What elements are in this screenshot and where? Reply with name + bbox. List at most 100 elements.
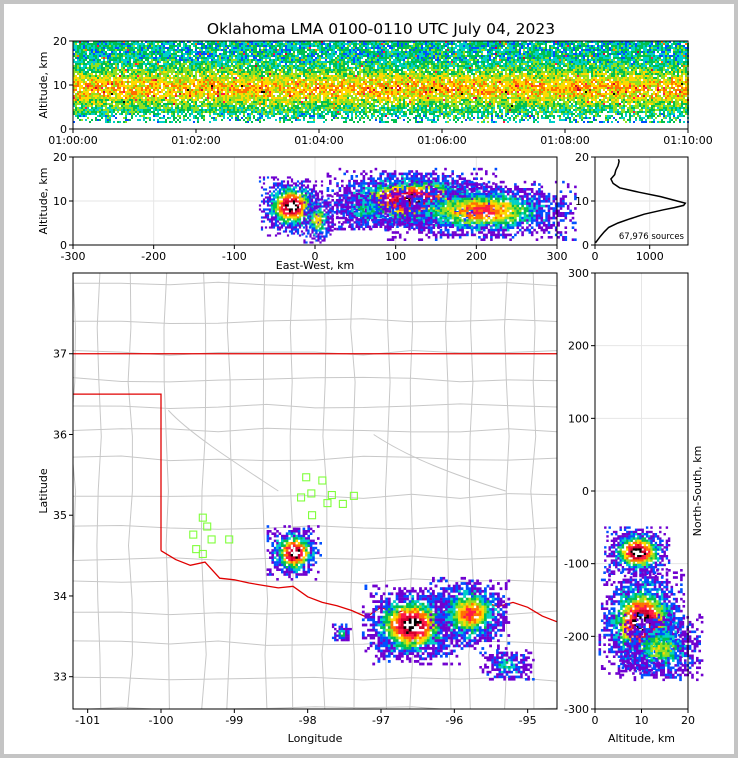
source-cell xyxy=(165,51,167,53)
source-cell xyxy=(273,103,275,105)
source-cell xyxy=(257,87,259,89)
source-cell xyxy=(333,95,335,97)
source-cell xyxy=(279,113,281,115)
source-cell xyxy=(105,87,107,89)
source-cell xyxy=(123,81,125,83)
source-cell xyxy=(325,83,327,85)
source-cell xyxy=(145,97,147,99)
source-cell xyxy=(349,87,351,89)
source-cell xyxy=(355,43,357,45)
source-cell xyxy=(229,53,231,55)
source-cell xyxy=(349,93,351,95)
source-cell xyxy=(355,97,357,99)
source-cell xyxy=(173,97,175,99)
source-cell xyxy=(311,51,313,53)
source-cell xyxy=(231,89,233,91)
source-cell xyxy=(135,93,137,95)
source-cell xyxy=(155,93,157,95)
source-cell xyxy=(141,87,143,89)
source-cell xyxy=(117,111,119,113)
source-cell xyxy=(147,97,149,99)
source-cell xyxy=(145,117,147,119)
source-cell xyxy=(83,43,85,45)
source-cell xyxy=(155,51,157,53)
source-cell xyxy=(311,77,313,79)
source-cell xyxy=(287,93,289,95)
source-cell xyxy=(201,107,203,109)
source-cell xyxy=(299,41,301,43)
source-cell xyxy=(165,69,167,71)
source-cell xyxy=(155,49,157,51)
source-cell xyxy=(77,57,79,59)
source-cell xyxy=(277,41,279,43)
source-cell xyxy=(319,97,321,99)
source-cell xyxy=(277,95,279,97)
source-cell xyxy=(81,45,83,47)
source-cell xyxy=(141,65,143,67)
source-cell xyxy=(147,109,149,111)
source-cell xyxy=(239,79,241,81)
source-cell xyxy=(225,77,227,79)
source-cell xyxy=(309,55,311,57)
source-cell xyxy=(303,53,305,55)
source-cell xyxy=(203,119,205,121)
source-cell xyxy=(355,55,357,57)
source-cell xyxy=(283,67,285,69)
source-cell xyxy=(113,89,115,91)
source-cell xyxy=(95,55,97,57)
source-cell xyxy=(187,91,189,93)
source-cell xyxy=(125,53,127,55)
source-cell xyxy=(293,51,295,53)
source-cell xyxy=(297,69,299,71)
source-cell xyxy=(95,89,97,91)
source-cell xyxy=(189,91,191,93)
source-cell xyxy=(199,73,201,75)
source-cell xyxy=(77,73,79,75)
source-cell xyxy=(143,103,145,105)
source-cell xyxy=(117,87,119,89)
source-cell xyxy=(175,51,177,53)
source-cell xyxy=(169,63,171,65)
source-cell xyxy=(295,99,297,101)
source-cell xyxy=(179,107,181,109)
source-cell xyxy=(89,69,91,71)
source-cell xyxy=(335,69,337,71)
source-cell xyxy=(131,51,133,53)
source-cell xyxy=(309,61,311,63)
source-cell xyxy=(253,115,255,117)
source-cell xyxy=(125,87,127,89)
source-cell xyxy=(203,61,205,63)
source-cell xyxy=(95,81,97,83)
source-cell xyxy=(99,77,101,79)
source-cell xyxy=(129,59,131,61)
source-cell xyxy=(307,41,309,43)
source-cell xyxy=(293,81,295,83)
source-cell xyxy=(323,87,325,89)
source-cell xyxy=(131,107,133,109)
source-cell xyxy=(253,81,255,83)
source-cell xyxy=(165,105,167,107)
source-cell xyxy=(109,107,111,109)
source-cell xyxy=(259,73,261,75)
source-cell xyxy=(165,87,167,89)
source-cell xyxy=(305,57,307,59)
source-cell xyxy=(159,45,161,47)
source-cell xyxy=(213,109,215,111)
source-cell xyxy=(291,71,293,73)
source-cell xyxy=(137,63,139,65)
source-cell xyxy=(185,119,187,121)
source-cell xyxy=(237,55,239,57)
source-cell xyxy=(319,105,321,107)
source-cell xyxy=(309,97,311,99)
source-cell xyxy=(309,47,311,49)
source-cell xyxy=(87,47,89,49)
source-cell xyxy=(175,49,177,51)
source-cell xyxy=(129,93,131,95)
source-cell xyxy=(209,67,211,69)
source-cell xyxy=(269,41,271,43)
source-cell xyxy=(347,55,349,57)
source-cell xyxy=(83,57,85,59)
source-cell xyxy=(113,49,115,51)
source-cell xyxy=(223,105,225,107)
